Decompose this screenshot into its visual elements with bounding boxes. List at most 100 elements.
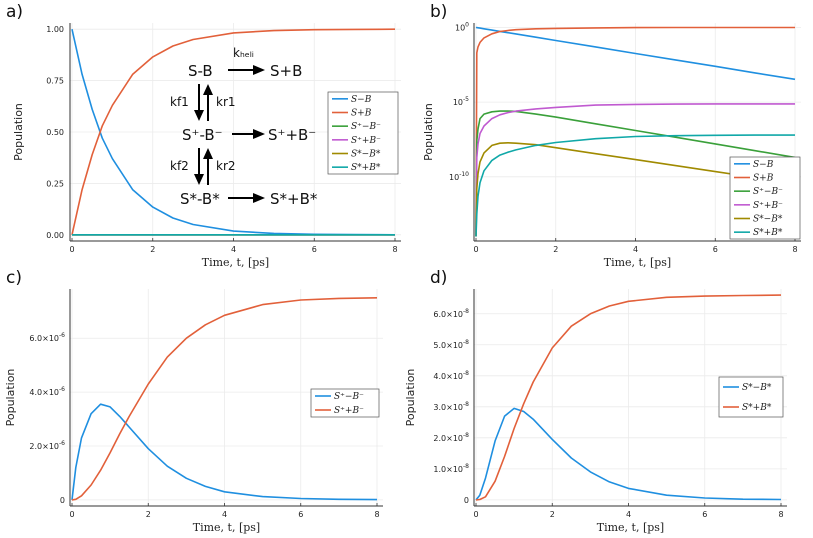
arrowhead xyxy=(253,129,265,139)
series-line xyxy=(71,297,378,501)
legend-label: S⁺−B⁻ xyxy=(753,187,783,197)
legend: S⁺−B⁻ S⁺+B⁻ xyxy=(310,388,380,418)
x-tick-label: 4 xyxy=(222,510,227,519)
panel-b: b) 0 2 4 6 8 100 10-5 10-10 Time, t, [ps] Populati… xyxy=(422,2,801,269)
x-tick-label: 8 xyxy=(392,245,397,254)
series-line xyxy=(475,26,796,81)
legend-label: S−B xyxy=(351,95,372,105)
legend-label: S⁺+B⁻ xyxy=(351,136,381,146)
x-tick-label: 0 xyxy=(473,245,478,254)
series-line xyxy=(475,26,795,237)
y-axis-label: Population xyxy=(422,103,435,161)
x-tick-label: 4 xyxy=(626,510,631,519)
panel-label: c) xyxy=(6,268,22,288)
x-tick-label: 4 xyxy=(633,245,638,254)
rate-k-heli: kₕₑₗᵢ xyxy=(233,46,254,60)
arrowhead xyxy=(203,148,213,159)
rate-k-f1: kf1 xyxy=(170,95,189,109)
x-tick-label: 0 xyxy=(69,245,74,254)
legend-label: S*+B* xyxy=(753,228,783,238)
y-tick-label: 1.00 xyxy=(46,25,64,34)
species-splus: S⁺-B⁻ xyxy=(182,126,223,144)
x-tick-label: 8 xyxy=(778,510,783,519)
legend-box xyxy=(310,388,380,418)
legend-box xyxy=(718,376,784,418)
arrowhead xyxy=(253,193,265,203)
legend-label: S*+B* xyxy=(742,403,772,413)
y-tick-label: 4.0×10-8 xyxy=(433,370,469,381)
y-tick-label: 0.75 xyxy=(46,77,64,86)
y-tick-label: 100 xyxy=(455,21,469,32)
y-tick-label: 10-10 xyxy=(449,171,469,182)
legend: S−B S+B S⁺−B⁻ S⁺+B⁻ S*−B* S*+B* xyxy=(327,91,399,175)
rate-k-r2: kr2 xyxy=(216,159,236,173)
x-tick-label: 2 xyxy=(553,245,558,254)
y-tick-label: 0.25 xyxy=(46,179,64,188)
y-tick-label: 0.00 xyxy=(46,231,64,240)
series-line xyxy=(71,28,396,235)
legend-label: S*−B* xyxy=(742,383,772,393)
y-axis-label: Population xyxy=(4,369,17,427)
x-axis-label: Time, t, [ps] xyxy=(193,521,260,534)
legend-label: S*+B* xyxy=(351,163,381,173)
y-tick-label: 6.0×10-6 xyxy=(29,332,65,343)
series-line xyxy=(475,103,795,237)
series-line xyxy=(71,403,378,501)
legend-label: S⁺−B⁻ xyxy=(351,122,381,132)
y-tick-label: 1.0×10-8 xyxy=(433,463,469,474)
series-line xyxy=(475,142,796,237)
series-line xyxy=(475,294,782,501)
x-tick-label: 2 xyxy=(550,510,555,519)
legend-label: S⁺+B⁻ xyxy=(334,406,364,416)
reaction-scheme: S-B S+B S⁺-B⁻ S⁺+B⁻ S*-B* S*+B* kₕₑₗᵢ kf1 kr1 kf2… xyxy=(170,46,318,208)
species-sb-product: S+B xyxy=(270,62,302,80)
x-tick-label: 0 xyxy=(473,510,478,519)
x-axis-label: Time, t, [ps] xyxy=(597,521,664,534)
panel-a: a) 0 2 4 6 8 0.00 0.25 0.50 0.75 1.00 Time, t, [ps]… xyxy=(6,2,401,269)
legend-box xyxy=(327,91,399,175)
x-axis-label: Time, t, [ps] xyxy=(604,256,671,269)
legend: S−B S+B S⁺−B⁻ S⁺+B⁻ S*−B* S*+B* xyxy=(729,156,801,240)
x-tick-label: 6 xyxy=(298,510,303,519)
y-tick-label: 10-5 xyxy=(453,96,469,107)
species-sb: S-B xyxy=(188,62,213,80)
y-tick-label: 0.50 xyxy=(46,128,64,137)
rate-k-r1: kr1 xyxy=(216,95,236,109)
legend-box xyxy=(729,156,801,240)
y-tick-label: 2.0×10-8 xyxy=(433,432,469,443)
panel-label: a) xyxy=(6,2,23,22)
x-tick-label: 2 xyxy=(146,510,151,519)
x-tick-label: 0 xyxy=(69,510,74,519)
panel-d: d) 0 2 4 6 8 0 1.0×10-8 2.0×10-8 3.0×10-8 4.0×10-8… xyxy=(404,268,787,534)
panel-c: c) 0 2 4 6 8 0 2.0×10-6 4.0×10-6 6.0×10-6 Time, t,… xyxy=(4,268,383,534)
y-tick-label: 3.0×10-8 xyxy=(433,401,469,412)
legend: S*−B* S*+B* xyxy=(718,376,784,418)
y-tick-label: 2.0×10-6 xyxy=(29,440,65,451)
y-tick-label: 0 xyxy=(464,496,469,505)
x-axis-label: Time, t, [ps] xyxy=(202,256,269,269)
panel-label: d) xyxy=(430,268,447,288)
y-tick-label: 4.0×10-6 xyxy=(29,386,65,397)
x-tick-label: 6 xyxy=(312,245,317,254)
species-splus-product: S⁺+B⁻ xyxy=(268,126,316,144)
species-sstar: S*-B* xyxy=(180,190,220,208)
y-tick-label: 5.0×10-8 xyxy=(433,339,469,350)
x-tick-label: 6 xyxy=(713,245,718,254)
x-tick-label: 8 xyxy=(374,510,379,519)
y-tick-label: 6.0×10-8 xyxy=(433,308,469,319)
x-tick-label: 6 xyxy=(702,510,707,519)
arrowhead xyxy=(194,110,204,121)
legend-label: S⁺+B⁻ xyxy=(753,201,783,211)
series-line xyxy=(475,134,795,237)
y-axis-label: Population xyxy=(12,103,25,161)
x-tick-label: 2 xyxy=(150,245,155,254)
legend-label: S−B xyxy=(753,160,774,170)
legend-label: S⁺−B⁻ xyxy=(334,392,364,402)
y-axis-label: Population xyxy=(404,369,417,427)
legend-label: S+B xyxy=(753,174,774,184)
legend-label: S*−B* xyxy=(351,150,381,160)
y-tick-label: 0 xyxy=(60,496,65,505)
x-tick-label: 8 xyxy=(792,245,797,254)
rate-k-f2: kf2 xyxy=(170,159,189,173)
